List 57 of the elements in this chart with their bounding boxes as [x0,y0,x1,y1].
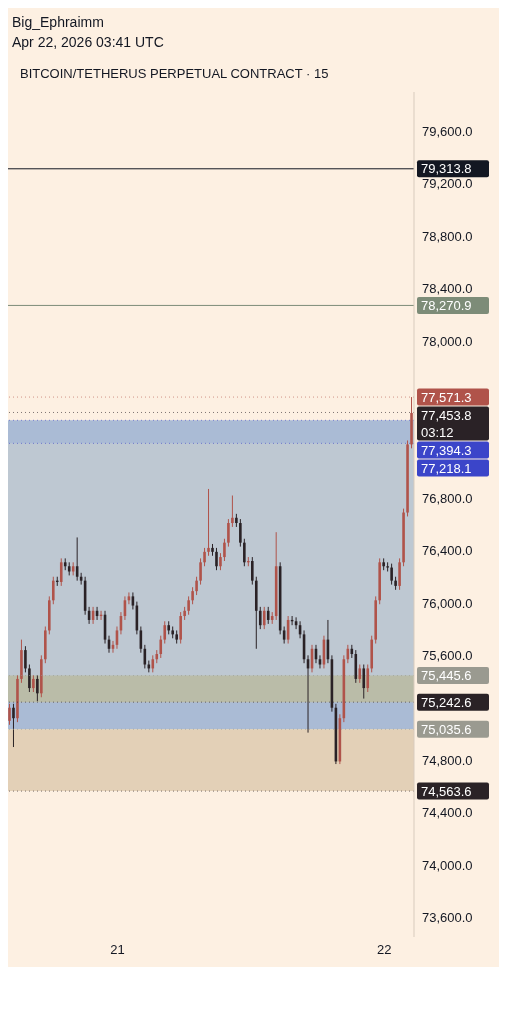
ref-line-label: 79,313.8 [421,161,472,177]
candlestick [262,606,266,630]
y-tick-label: 78,000.0 [422,333,473,349]
candlestick [239,518,242,548]
candlestick [251,556,254,586]
candlestick [243,538,246,567]
ref-line-label: 74,563.6 [421,783,472,799]
ref-line-label: 77,453.8 03:12 [421,407,472,440]
candlestick [199,557,202,586]
candlestick [390,563,393,586]
candlestick [231,495,234,528]
y-tick-label: 79,600.0 [422,123,473,139]
candlestick [366,664,370,693]
ref-line-label: 77,571.3 [421,389,472,405]
candlestick [187,595,190,616]
y-tick-label: 78,800.0 [422,228,473,244]
candlestick [362,664,366,700]
ref-line-label: 77,394.3 [421,442,472,458]
chart-title: BITCOIN/TETHERUS PERPETUAL CONTRACT · 15 [19,65,330,83]
x-tick-label: 22 [376,942,392,958]
y-tick-label: 76,000.0 [422,595,473,611]
y-tick-label: 79,200.0 [422,176,473,192]
text: Apr 22, 2026 03:41 UTC [12,33,165,52]
y-tick-label: 73,600.0 [422,909,473,925]
ref-line-label: 78,270.9 [421,297,472,313]
y-tick-label: 76,400.0 [422,543,473,559]
candlestick [398,557,401,591]
candlestick [207,488,210,557]
y-tick-label: 74,400.0 [422,805,473,821]
y-tick-label: 74,800.0 [422,752,473,768]
candlestick [12,703,15,748]
ref-line-label: 75,035.6 [421,721,472,737]
candlestick [223,538,226,562]
y-tick-label: 75,600.0 [422,647,473,663]
candlestick [59,557,63,587]
candlestick [179,611,182,645]
candlestick [24,645,27,673]
candlestick [203,547,206,567]
candlestick [163,620,167,645]
candlestick [28,664,31,693]
candlestick [358,664,362,684]
candlestick [159,635,163,659]
candlestick [8,703,11,726]
ref-line-label: 75,242.6 [421,694,472,710]
candlestick [36,674,39,702]
candlestick [258,606,262,630]
candlestick [215,547,218,571]
text: Big_Ephraimm [12,13,105,32]
candlestick [195,576,198,596]
x-tick-label: 21 [110,942,125,958]
y-tick-label: 74,000.0 [422,857,473,873]
y-tick-label: 76,800.0 [422,490,473,506]
candlestick [227,518,230,548]
candlestick [51,576,55,605]
ref-line-label: 75,445.6 [421,668,472,684]
y-tick-label: 78,400.0 [422,281,473,297]
ref-line-label: 77,218.1 [421,460,472,476]
